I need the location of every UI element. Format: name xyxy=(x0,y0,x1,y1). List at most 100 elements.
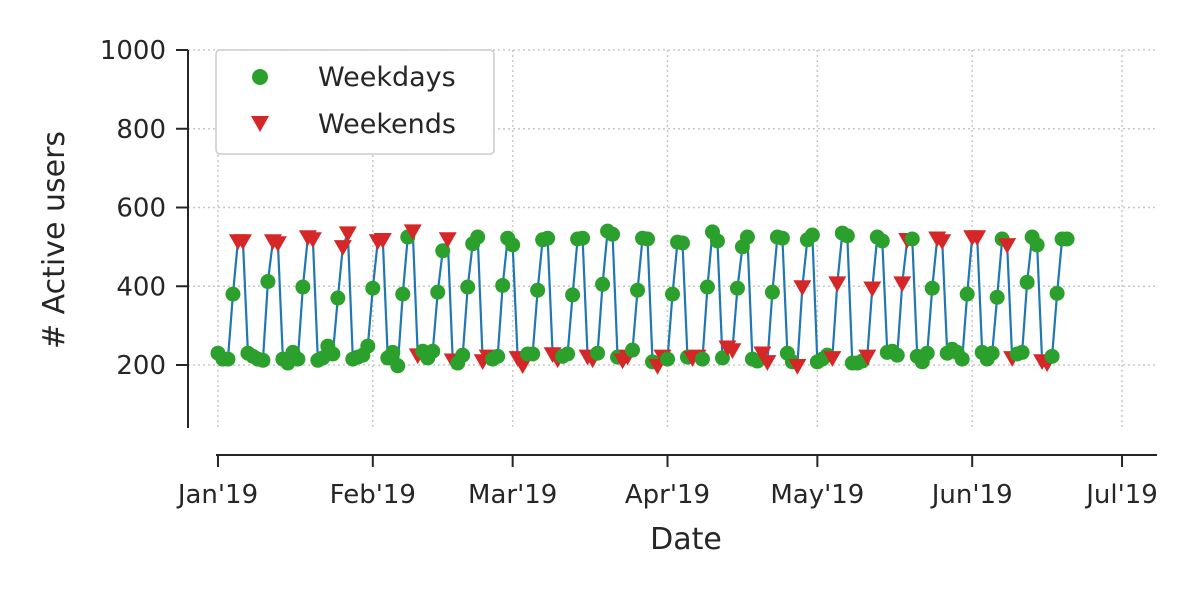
weekday-point xyxy=(954,351,970,367)
weekend-point xyxy=(893,276,912,293)
weekday-point xyxy=(435,243,451,259)
weekend-point xyxy=(858,349,877,366)
weekday-point xyxy=(540,230,556,246)
weekend-point xyxy=(968,230,987,247)
y-tick-label: 1000 xyxy=(100,36,166,66)
weekend-point xyxy=(233,234,252,250)
x-tick-label: Feb'19 xyxy=(330,480,416,510)
weekday-point xyxy=(1049,285,1065,301)
weekday-point xyxy=(220,351,236,367)
weekday-point xyxy=(640,231,656,247)
y-axis-label: # Active users xyxy=(37,131,72,349)
weekday-point xyxy=(1029,237,1045,253)
weekday-point xyxy=(490,348,506,364)
weekday-point xyxy=(739,229,755,245)
weekday-point xyxy=(360,338,376,354)
x-axis-label: Date xyxy=(650,522,722,557)
weekday-point xyxy=(565,287,581,303)
weekday-point xyxy=(605,226,621,242)
weekend-point xyxy=(513,358,532,374)
legend-weekdays-marker xyxy=(252,69,268,85)
weekday-point xyxy=(764,284,780,300)
weekday-point xyxy=(839,228,855,244)
x-tick-label: Apr'19 xyxy=(625,480,710,510)
weekend-point xyxy=(338,226,357,243)
weekday-point xyxy=(674,235,690,251)
weekday-point xyxy=(575,230,591,246)
weekday-point xyxy=(889,347,905,363)
weekend-point xyxy=(793,280,812,297)
legend: Weekdays Weekends xyxy=(215,49,495,155)
x-tick-label: May'19 xyxy=(770,480,864,510)
weekend-point xyxy=(933,234,952,250)
marker-layer xyxy=(210,223,1075,375)
weekday-point xyxy=(904,231,920,247)
weekday-point xyxy=(1044,348,1060,364)
weekend-point xyxy=(438,232,457,248)
weekday-point xyxy=(699,279,715,295)
weekday-point xyxy=(525,346,541,362)
weekday-point xyxy=(709,233,725,249)
weekday-point xyxy=(365,280,381,296)
weekend-point xyxy=(863,281,882,298)
weekday-point xyxy=(625,342,641,358)
y-tick-label: 200 xyxy=(116,351,166,381)
weekend-point xyxy=(333,240,352,256)
x-tick-label: Jul'19 xyxy=(1084,480,1158,510)
weekday-point xyxy=(325,346,341,362)
weekday-point xyxy=(330,290,346,306)
weekday-point xyxy=(714,350,730,366)
weekend-point xyxy=(828,276,847,293)
weekday-point xyxy=(874,233,890,249)
weekday-point xyxy=(595,276,611,292)
weekday-point xyxy=(390,358,406,374)
legend-weekends-marker xyxy=(251,116,269,132)
weekday-point xyxy=(455,347,471,363)
weekday-point xyxy=(395,286,411,302)
weekday-point xyxy=(425,343,441,359)
x-tick-label: Jan'19 xyxy=(176,480,258,510)
legend-weekdays-label: Weekdays xyxy=(318,62,456,93)
weekday-point xyxy=(260,274,276,290)
weekday-point xyxy=(385,344,401,360)
weekday-point xyxy=(919,345,935,361)
weekday-point xyxy=(1059,231,1075,247)
x-tick-label: Mar'19 xyxy=(468,480,557,510)
weekday-point xyxy=(255,352,271,368)
weekend-point xyxy=(303,232,322,248)
weekend-point xyxy=(998,238,1017,254)
weekend-point xyxy=(823,351,842,367)
weekend-point xyxy=(753,346,772,363)
weekend-point xyxy=(788,359,807,375)
weekday-point xyxy=(630,282,646,298)
weekday-point xyxy=(590,345,606,361)
weekday-point xyxy=(1014,344,1030,360)
weekday-point xyxy=(1019,274,1035,290)
weekday-point xyxy=(774,230,790,246)
legend-frame xyxy=(215,49,495,155)
weekday-point xyxy=(989,289,1005,305)
axis-layer: 200 400 600 800 1000 Jan'19 Feb'19 Mar'19 Apr'19… xyxy=(100,36,1158,510)
legend-weekends-label: Weekends xyxy=(318,109,456,140)
weekday-point xyxy=(694,351,710,367)
weekday-point xyxy=(495,277,511,293)
weekday-point xyxy=(984,345,1000,361)
y-tick-label: 800 xyxy=(116,115,166,145)
weekday-point xyxy=(560,346,576,362)
x-tick-label: Jun'19 xyxy=(930,480,1013,510)
weekday-point xyxy=(470,229,486,245)
weekday-point xyxy=(924,280,940,296)
weekday-point xyxy=(290,351,306,367)
weekend-point xyxy=(758,355,777,371)
weekday-point xyxy=(959,286,975,302)
weekday-point xyxy=(225,286,241,302)
weekday-point xyxy=(665,286,680,302)
weekday-point xyxy=(530,282,546,298)
weekend-point xyxy=(403,224,422,241)
weekday-point xyxy=(430,284,446,300)
weekend-point xyxy=(373,233,392,249)
weekend-point xyxy=(723,343,742,360)
y-tick-label: 400 xyxy=(116,272,166,302)
